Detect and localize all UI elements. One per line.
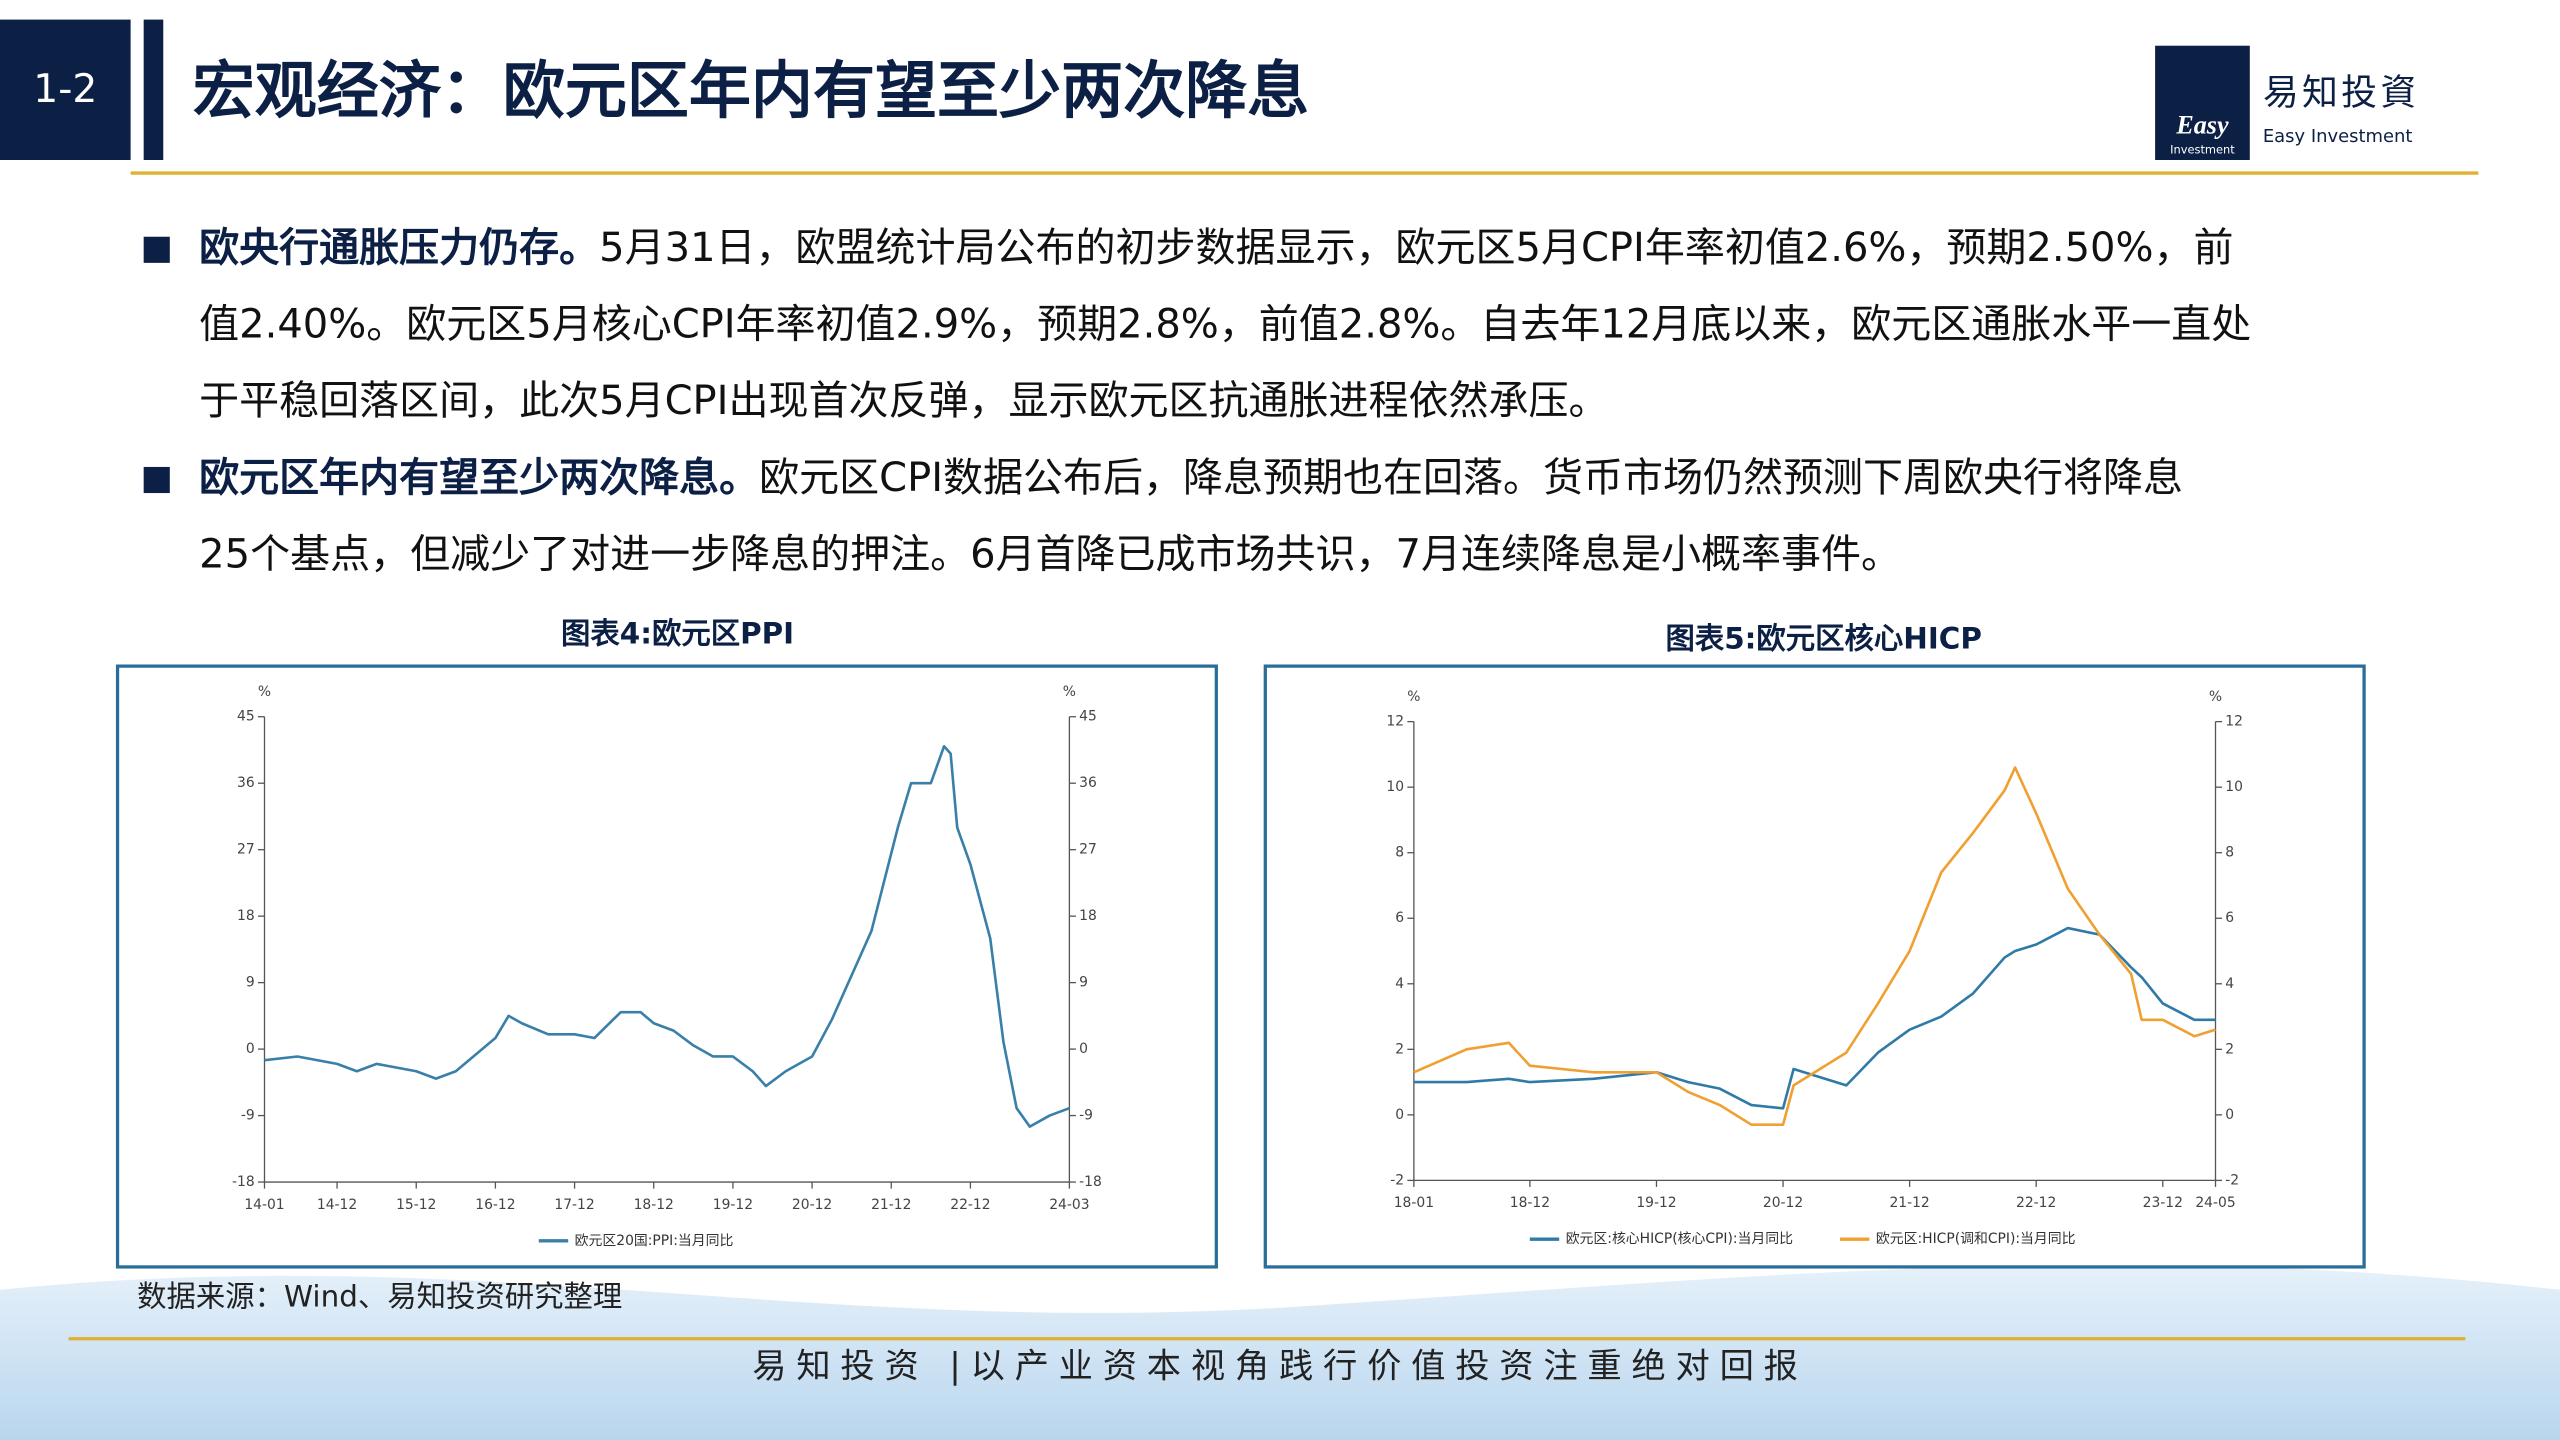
chart-frame (115, 664, 1218, 1269)
legend-label: 欧元区20国:PPI:当月同比 (575, 1233, 734, 1249)
x-tick-label: 18-12 (1510, 1195, 1550, 1211)
y2-tick-label: 36 (1079, 775, 1097, 791)
bullet-line: 25个基点，但减少了对进一步降息的押注。6月首降已成市场共识，7月连续降息是小概… (199, 532, 1901, 578)
y-tick-label: 0 (1395, 1107, 1404, 1123)
y-axis-unit: % (258, 684, 271, 700)
logo-cn: 易知投資 (2263, 73, 2420, 114)
x-tick-label: 15-12 (396, 1197, 436, 1213)
x-tick-label: 23-12 (2143, 1195, 2183, 1211)
y-tick-label: 0 (246, 1041, 255, 1057)
bullet-line: 于平稳回落区间，此次5月CPI出现首次反弹，显示欧元区抗通胀进程依然承压。 (199, 378, 1608, 424)
bullet-lead: 欧央行通胀压力仍存。 (199, 225, 599, 271)
legend-label: 欧元区:HICP(调和CPI):当月同比 (1876, 1231, 2076, 1247)
y2-tick-label: 8 (2225, 845, 2234, 861)
y2-tick-label: 9 (1079, 975, 1088, 991)
chart-title: 图表5:欧元区核心HICP (1665, 622, 1981, 656)
chart-title: 图表4:欧元区PPI (561, 617, 794, 651)
x-tick-label: 22-12 (950, 1197, 990, 1213)
bullet-line: 欧元区年内有望至少两次降息。欧元区CPI数据公布后，降息预期也在回落。货币市场仍… (199, 455, 2183, 501)
bullet-square (143, 466, 170, 494)
y2-axis-unit: % (1063, 684, 1076, 700)
data-line (1413, 926, 2216, 1110)
x-tick-label: 18-12 (634, 1197, 674, 1213)
tag-bar (143, 19, 164, 160)
logo-en: Easy Investment (2263, 126, 2413, 147)
x-tick-label: 21-12 (1889, 1195, 1929, 1211)
y-tick-label: -18 (232, 1174, 255, 1190)
x-tick-label: 22-12 (2016, 1195, 2056, 1211)
y-tick-label: 10 (1386, 779, 1404, 795)
bullet-square (143, 236, 170, 263)
y2-tick-label: 12 (2225, 714, 2243, 730)
data-line (1413, 766, 2216, 1127)
slide-title: 宏观经济：欧元区年内有望至少两次降息 (193, 54, 1310, 127)
x-tick-label: 19-12 (1636, 1195, 1676, 1211)
bullet-lead: 欧元区年内有望至少两次降息。 (199, 455, 759, 501)
x-tick-label: 24-03 (1049, 1197, 1089, 1213)
y2-tick-label: -18 (1079, 1174, 1102, 1190)
y-tick-label: 2 (1395, 1041, 1404, 1057)
logo-mark-text: Easy (2175, 110, 2229, 139)
logo-mark-sub: Investment (2170, 143, 2235, 157)
legend-label: 欧元区:核心HICP(核心CPI):当月同比 (1566, 1231, 1793, 1247)
data-line (264, 744, 1070, 1128)
y-tick-label: 18 (237, 908, 255, 924)
x-tick-label: 20-12 (792, 1197, 832, 1213)
bullet-text: 于平稳回落区间，此次5月CPI出现首次反弹，显示欧元区抗通胀进程依然承压。 (199, 378, 1608, 424)
y-tick-label: 12 (1386, 714, 1404, 730)
x-tick-label: 18-01 (1394, 1195, 1434, 1211)
x-tick-label: 14-12 (317, 1197, 357, 1213)
y2-tick-label: 0 (2225, 1107, 2234, 1123)
y-tick-label: -2 (1390, 1172, 1404, 1188)
logo-mark (2155, 45, 2250, 160)
x-tick-label: 21-12 (871, 1197, 911, 1213)
y2-tick-label: -9 (1079, 1108, 1093, 1124)
x-tick-label: 20-12 (1763, 1195, 1803, 1211)
bullet-text: 值2.40%。欧元区5月核心CPI年率初值2.9%，预期2.8%，前值2.8%。… (199, 302, 2251, 348)
x-tick-label: 24-05 (2195, 1195, 2235, 1211)
chart-frame (1263, 664, 2366, 1269)
source-note: 数据来源：Wind、易知投资研究整理 (137, 1279, 622, 1313)
y-tick-label: 6 (1395, 910, 1404, 926)
y2-tick-label: 4 (2225, 976, 2234, 992)
y2-tick-label: -2 (2225, 1172, 2239, 1188)
y2-tick-label: 27 (1079, 842, 1097, 858)
y-tick-label: 45 (237, 709, 255, 725)
y2-tick-label: 0 (1079, 1041, 1088, 1057)
bottom-wave (0, 1264, 2560, 1440)
y2-tick-label: 6 (2225, 910, 2234, 926)
y-tick-label: 27 (237, 842, 255, 858)
y-tick-label: 36 (237, 775, 255, 791)
y2-tick-label: 18 (1079, 908, 1097, 924)
tag-box (0, 19, 131, 160)
bullet-line: 值2.40%。欧元区5月核心CPI年率初值2.9%，预期2.8%，前值2.8%。… (199, 302, 2251, 348)
bullet-text: 25个基点，但减少了对进一步降息的押注。6月首降已成市场共识，7月连续降息是小概… (199, 532, 1901, 578)
x-tick-label: 17-12 (554, 1197, 594, 1213)
x-tick-label: 19-12 (713, 1197, 753, 1213)
y-tick-label: 4 (1395, 976, 1404, 992)
y2-tick-label: 2 (2225, 1041, 2234, 1057)
y-axis-unit: % (1407, 689, 1420, 705)
y2-axis-unit: % (2209, 689, 2222, 705)
y-tick-label: -9 (241, 1108, 255, 1124)
y2-tick-label: 45 (1079, 709, 1097, 725)
bullet-text: 欧元区CPI数据公布后，降息预期也在回落。货币市场仍然预测下周欧央行将降息 (759, 455, 2183, 501)
y2-tick-label: 10 (2225, 779, 2243, 795)
footer-slogan: 易知投资 |以产业资本视角践行价值投资注重绝对回报 (752, 1347, 1807, 1387)
bullet-text: 5月31日，欧盟统计局公布的初步数据显示，欧元区5月CPI年率初值2.6%，预期… (599, 225, 2233, 271)
x-tick-label: 14-01 (244, 1197, 284, 1213)
section-tag: 1-2 (33, 67, 97, 112)
x-tick-label: 16-12 (475, 1197, 515, 1213)
y-tick-label: 8 (1395, 845, 1404, 861)
y-tick-label: 9 (246, 975, 255, 991)
bullet-line: 欧央行通胀压力仍存。5月31日，欧盟统计局公布的初步数据显示，欧元区5月CPI年… (199, 225, 2233, 271)
